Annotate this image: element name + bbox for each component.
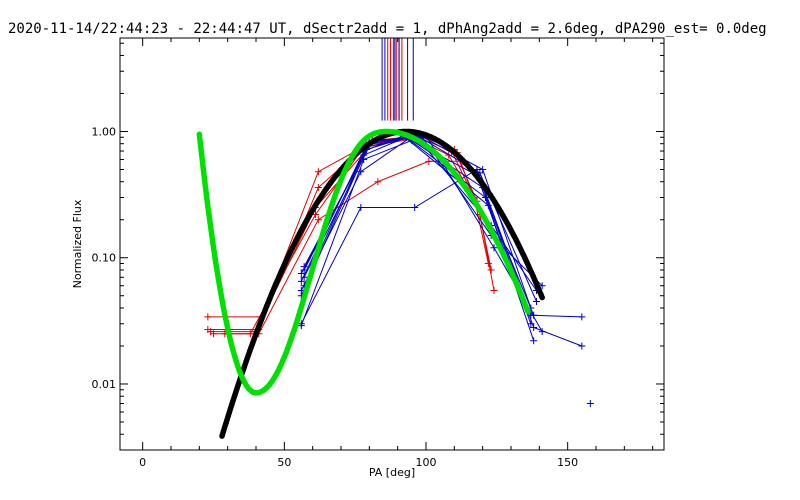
model-curves <box>196 128 545 439</box>
series-line-blue-1 <box>300 168 582 324</box>
data-point <box>578 342 586 350</box>
x-axis-label: PA [deg] <box>369 466 415 479</box>
chart-title: 2020-11-14/22:44:23 - 22:44:47 UT, dSect… <box>8 21 767 37</box>
model-curve-green-model <box>196 128 531 396</box>
data-point-lone-0 <box>586 400 594 408</box>
data-point <box>490 287 498 295</box>
model-curve-black-model <box>219 128 545 439</box>
data-point <box>484 201 492 209</box>
data-point <box>357 168 365 176</box>
y-tick-label: 1.00 <box>92 125 117 138</box>
data-point <box>204 313 212 321</box>
data-point <box>357 203 365 211</box>
data-point <box>314 183 322 191</box>
data-point <box>300 266 308 274</box>
series-blue-1 <box>297 165 586 328</box>
data-point <box>578 313 586 321</box>
x-axis-ticks: 0 50 100 150 <box>139 38 654 469</box>
data-point <box>314 216 322 224</box>
plot-frame <box>119 37 665 451</box>
x-tick-label: 50 <box>277 456 291 469</box>
data-point <box>527 320 535 328</box>
series-line-red-5 <box>224 160 463 335</box>
data-point <box>482 193 489 201</box>
data-point <box>530 337 538 345</box>
data-point <box>487 266 495 274</box>
series-red-5 <box>221 157 467 338</box>
y-axis-label: Normalized Flux <box>71 199 84 288</box>
data-series <box>204 130 594 408</box>
data-point <box>425 157 433 165</box>
data-point <box>297 277 305 285</box>
y-axis-ticks: 1.00 0.10 0.01 <box>92 42 664 451</box>
x-tick-label: 150 <box>557 456 578 469</box>
y-tick-label: 0.01 <box>92 378 117 391</box>
data-point <box>300 273 308 281</box>
data-point <box>490 244 498 252</box>
x-tick-label: 100 <box>416 456 437 469</box>
data-point <box>538 328 546 336</box>
series-line-blue-5 <box>300 135 535 316</box>
series-line-red-3 <box>210 134 495 333</box>
data-point <box>479 165 487 173</box>
data-point <box>297 322 305 330</box>
y-tick-label: 0.10 <box>92 252 117 265</box>
x-tick-label: 0 <box>139 456 146 469</box>
data-point <box>210 330 217 338</box>
data-point <box>314 168 322 176</box>
data-point <box>374 178 382 186</box>
vertical-markers <box>381 38 414 121</box>
data-point <box>297 270 305 278</box>
data-point <box>530 324 538 332</box>
data-point <box>445 151 453 159</box>
series-line-blue-4 <box>300 136 535 341</box>
data-point <box>533 298 540 306</box>
data-point <box>411 203 419 211</box>
